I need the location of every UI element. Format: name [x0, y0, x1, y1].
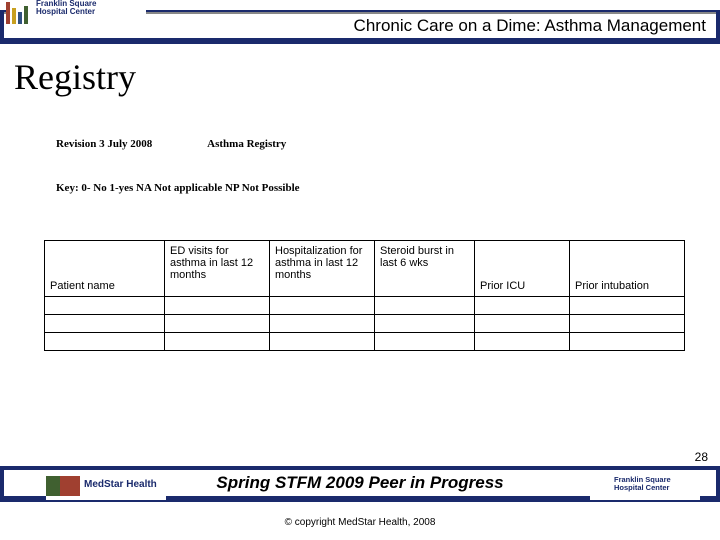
cell	[165, 315, 270, 333]
col-header: ED visits for asthma in last 12 months	[165, 241, 270, 297]
table-row	[45, 297, 685, 315]
key-line: Key: 0- No 1-yes NA Not applicable NP No…	[56, 182, 706, 194]
copyright: © copyright MedStar Health, 2008	[0, 517, 720, 528]
franklin-square-logo: Franklin SquareHospital Center	[6, 0, 146, 26]
cell	[570, 297, 685, 315]
cell	[165, 333, 270, 351]
cell	[270, 297, 375, 315]
table-header-row: Patient name ED visits for asthma in las…	[45, 241, 685, 297]
cell	[475, 315, 570, 333]
cell	[375, 315, 475, 333]
medstar-logo: MedStar Health	[46, 472, 166, 500]
header-title: Chronic Care on a Dime: Asthma Managemen…	[354, 16, 706, 36]
cell	[375, 333, 475, 351]
franklin-square-logo-small: Franklin SquareHospital Center	[590, 474, 700, 500]
cell	[45, 315, 165, 333]
slide-number: 28	[695, 450, 708, 464]
logo-text-small: Franklin SquareHospital Center	[614, 476, 671, 491]
cell	[45, 297, 165, 315]
cell	[570, 315, 685, 333]
cell	[375, 297, 475, 315]
footer-text: Spring STFM 2009 Peer in Progress	[216, 473, 503, 493]
cell	[570, 333, 685, 351]
registry-label: Asthma Registry	[207, 138, 286, 150]
logo-bars-icon	[590, 476, 614, 496]
table-row	[45, 333, 685, 351]
cell	[45, 333, 165, 351]
cell	[475, 297, 570, 315]
medstar-text: MedStar Health	[84, 479, 157, 490]
col-header: Hospitalization for asthma in last 12 mo…	[270, 241, 375, 297]
logo-square-icon	[60, 476, 80, 496]
logo-bars-icon	[6, 2, 36, 24]
col-header: Prior intubation	[570, 241, 685, 297]
revision-line: Revision 3 July 2008 Asthma Registry	[56, 138, 706, 150]
col-header: Steroid burst in last 6 wks	[375, 241, 475, 297]
cell	[270, 315, 375, 333]
header: Chronic Care on a Dime: Asthma Managemen…	[0, 0, 720, 44]
col-header: Patient name	[45, 241, 165, 297]
cell	[475, 333, 570, 351]
cell	[270, 333, 375, 351]
body: Registry Revision 3 July 2008 Asthma Reg…	[0, 44, 720, 351]
revision-date: Revision 3 July 2008	[56, 138, 152, 150]
col-header: Prior ICU	[475, 241, 570, 297]
page-title: Registry	[14, 56, 706, 98]
logo-text: Franklin SquareHospital Center	[36, 0, 96, 16]
table-row	[45, 315, 685, 333]
cell	[165, 297, 270, 315]
registry-table: Patient name ED visits for asthma in las…	[44, 240, 685, 351]
